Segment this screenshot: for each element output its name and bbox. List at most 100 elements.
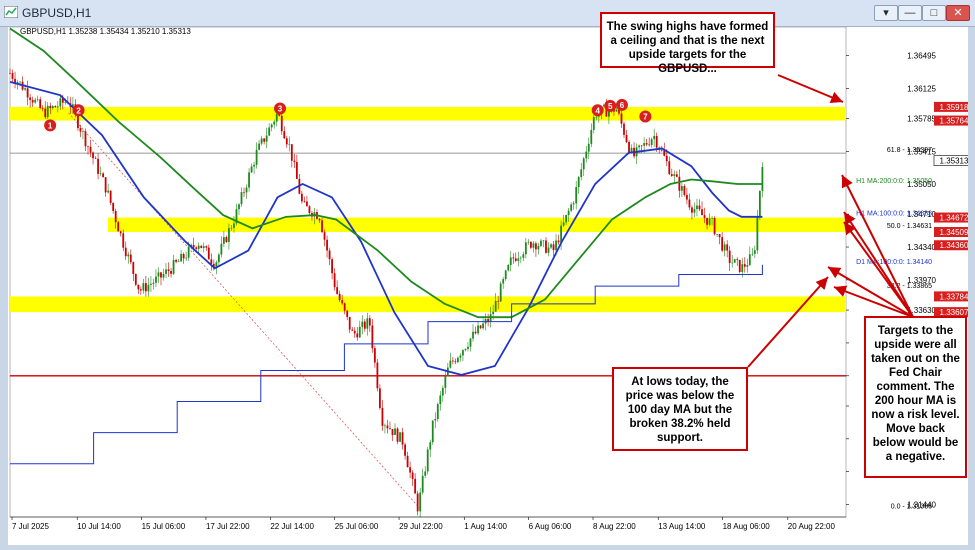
ma-200-hour-line: [9, 27, 763, 319]
candle-body: [268, 127, 271, 136]
candle-body: [494, 300, 497, 312]
chart-area[interactable]: 1 2 3 4 5 6 7 1.36495 1.36125 1.35785 1.35415 1.350…: [8, 27, 968, 545]
candle-body: [608, 110, 610, 117]
price-label-box: [934, 240, 968, 251]
y-tick-label: 1.34340: [907, 243, 936, 252]
candle-body: [225, 237, 228, 242]
candle-body: [396, 428, 399, 442]
candle-body: [389, 428, 391, 430]
candle-body: [457, 357, 459, 363]
minimize-button[interactable]: —: [898, 5, 922, 21]
candle-body: [545, 240, 547, 253]
x-tick-label: 1 Aug 14:00: [464, 522, 507, 531]
candle-body: [104, 177, 107, 193]
dropdown-button[interactable]: ▾: [874, 5, 898, 21]
candle-body: [202, 246, 205, 248]
candle-body: [462, 350, 464, 356]
candle-body: [535, 243, 537, 250]
indicator-label: 0.0 - 1.31386: [891, 503, 932, 510]
candle-body: [59, 98, 62, 107]
candle-body: [384, 425, 386, 427]
candle-body: [97, 158, 99, 174]
close-button[interactable]: ✕: [946, 5, 970, 21]
y-tick-label: 1.33970: [907, 276, 936, 285]
candle-body: [628, 141, 630, 153]
annotation-lows-today: At lows today, the price was below the 1…: [612, 367, 748, 451]
candle-body: [404, 444, 406, 456]
candle-body: [701, 209, 703, 216]
swing-marker: [604, 99, 617, 112]
swing-marker: [274, 102, 287, 115]
candle-body: [595, 116, 598, 118]
candle-body: [630, 147, 633, 153]
candle-body: [157, 272, 160, 277]
candle-body: [482, 323, 484, 329]
candle-body: [746, 265, 749, 267]
candle-body: [645, 143, 648, 145]
swing-marker-label: 2: [76, 106, 81, 115]
y-tick-label: 1.35050: [907, 180, 936, 189]
candle-body: [373, 348, 376, 363]
swing-marker-label: 4: [595, 106, 600, 115]
candle-body: [205, 246, 208, 248]
candle-body: [562, 222, 565, 226]
y-tick-label: 1.31440: [907, 501, 936, 510]
candle-body: [222, 237, 225, 244]
candle-body: [207, 247, 210, 260]
candle-body: [590, 129, 593, 144]
candle-body: [238, 204, 240, 210]
candle-body: [620, 113, 623, 124]
y-tick-label: 1.35785: [907, 115, 936, 124]
price-label: 1.35313: [940, 157, 968, 166]
maximize-button[interactable]: □: [922, 5, 946, 21]
candle-body: [195, 247, 198, 249]
candle-body: [524, 242, 527, 255]
candle-body: [351, 329, 354, 331]
candle-body: [155, 276, 157, 283]
candle-body: [270, 124, 273, 128]
x-tick-label: 18 Aug 06:00: [723, 522, 771, 531]
candle-body: [673, 174, 676, 176]
candle-body: [706, 217, 708, 225]
candle-body: [160, 272, 162, 278]
candle-body: [653, 135, 656, 140]
candle-body: [492, 311, 495, 315]
candle-body: [333, 273, 336, 288]
candle-body: [144, 283, 147, 292]
candle-body: [753, 250, 756, 254]
candle-body: [736, 259, 739, 260]
candle-body: [150, 283, 152, 285]
candle-body: [318, 218, 321, 221]
candle-body: [162, 273, 165, 278]
candle-body: [99, 173, 102, 175]
price-label: 1.33607: [940, 308, 968, 317]
candle-body: [683, 186, 686, 195]
x-tick-label: 20 Aug 22:00: [788, 522, 836, 531]
candle-body: [64, 101, 67, 103]
candle-body: [283, 131, 286, 139]
candle-body: [31, 99, 34, 103]
price-label-box: [934, 115, 968, 126]
candle-body: [177, 261, 180, 263]
candle-body: [381, 407, 384, 426]
candle-body: [497, 300, 500, 302]
candle-body: [472, 331, 474, 339]
candle-body: [295, 162, 298, 179]
x-tick-label: 6 Aug 06:00: [529, 522, 572, 531]
candle-body: [602, 105, 605, 107]
candle-body: [127, 254, 130, 257]
candle-body: [61, 98, 64, 103]
candle-body: [137, 284, 140, 290]
candle-body: [54, 106, 57, 108]
candle-body: [376, 362, 379, 389]
indicator-label: D1 MA:100:0:0: 1.34140: [856, 259, 932, 266]
chart-window-icon: [4, 6, 18, 18]
indicator-label: 61.8 - 1.35397: [887, 147, 932, 154]
candle-body: [92, 152, 94, 159]
candle-body: [469, 338, 472, 347]
candle-body: [187, 246, 190, 258]
candle-body: [245, 187, 248, 193]
price-label-box: [934, 291, 968, 302]
candle-body: [391, 429, 394, 435]
candle-body: [248, 172, 250, 188]
